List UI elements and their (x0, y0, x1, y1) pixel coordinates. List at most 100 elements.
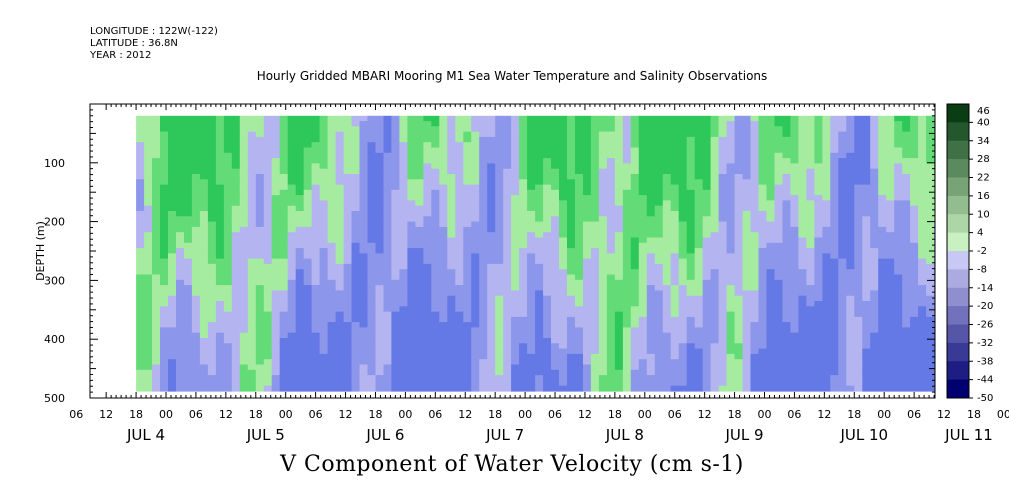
heatmap-cell (742, 322, 752, 328)
heatmap-cell (654, 136, 664, 143)
heatmap-cell (590, 290, 600, 297)
heatmap-cell (878, 359, 887, 366)
heatmap-cell (144, 248, 153, 254)
heatmap-cell (694, 152, 704, 159)
heatmap-cell (886, 131, 895, 138)
heatmap-cell (471, 237, 480, 244)
heatmap-cell (487, 316, 496, 323)
heatmap-cell (191, 269, 201, 276)
heatmap-cell (583, 364, 592, 371)
heatmap-cell (726, 216, 736, 223)
heatmap-cell (567, 338, 576, 344)
heatmap-cell (838, 121, 847, 127)
heatmap-cell (391, 147, 400, 154)
heatmap-cell (694, 279, 704, 286)
heatmap-cell (215, 237, 225, 244)
heatmap-cell (223, 290, 233, 297)
heatmap-cell (479, 263, 488, 270)
heatmap-cell (247, 158, 257, 164)
heatmap-cell (575, 311, 584, 318)
heatmap-cell (279, 258, 289, 265)
heatmap-cell (343, 131, 353, 138)
heatmap-cell (630, 348, 640, 355)
heatmap-cell (168, 211, 177, 217)
heatmap-cell (367, 295, 377, 302)
heatmap-cell (311, 189, 321, 196)
heatmap-cell (263, 126, 273, 133)
heatmap-cell (638, 226, 648, 233)
heatmap-cell (726, 311, 736, 318)
heatmap-cell (670, 343, 680, 350)
heatmap-cell (838, 232, 847, 239)
heatmap-cell (559, 248, 568, 254)
heatmap-cell (598, 200, 608, 207)
heatmap-cell (575, 121, 584, 127)
heatmap-cell (303, 316, 313, 323)
heatmap-cell (303, 200, 313, 207)
heatmap-cell (894, 301, 903, 307)
heatmap-cell (207, 311, 217, 318)
heatmap-cell (423, 274, 432, 281)
heatmap-cell (199, 121, 209, 127)
heatmap-cell (311, 226, 321, 233)
heatmap-cell (359, 274, 369, 281)
heatmap-cell (583, 200, 592, 207)
heatmap-cell (207, 221, 217, 228)
heatmap-cell (231, 205, 241, 212)
heatmap-cell (878, 364, 887, 371)
heatmap-cell (822, 142, 831, 149)
heatmap-cell (790, 232, 799, 239)
heatmap-cell (391, 205, 400, 212)
heatmap-cell (718, 364, 728, 371)
heatmap-cell (255, 168, 265, 175)
heatmap-cell (726, 131, 736, 138)
heatmap-cell (894, 290, 903, 297)
heatmap-cell (383, 189, 393, 196)
heatmap-cell (191, 311, 201, 318)
heatmap-cell (431, 263, 440, 270)
heatmap-cell (191, 142, 201, 149)
heatmap-cell (439, 343, 448, 350)
heatmap-cell (630, 184, 640, 191)
heatmap-cell (455, 311, 464, 318)
heatmap-cell (511, 174, 520, 180)
heatmap-cell (231, 136, 241, 143)
heatmap-cell (383, 168, 393, 175)
heatmap-cell (535, 327, 544, 334)
heatmap-cell (551, 115, 560, 122)
heatmap-cell (742, 279, 752, 286)
heatmap-cell (527, 158, 536, 164)
heatmap-cell (734, 248, 744, 254)
heatmap-cell (511, 189, 520, 196)
heatmap-cell (359, 232, 369, 239)
heatmap-cell (614, 322, 624, 328)
heatmap-cell (583, 126, 592, 133)
heatmap-cell (263, 343, 273, 350)
heatmap-cell (750, 322, 760, 328)
heatmap-cell (575, 195, 584, 201)
heatmap-cell (590, 375, 600, 381)
heatmap-cell (335, 338, 345, 344)
heatmap-cell (152, 142, 161, 149)
heatmap-cell (367, 263, 377, 270)
heatmap-cell (790, 322, 799, 328)
heatmap-cell (415, 131, 424, 138)
heatmap-cell (399, 211, 408, 217)
heatmap-cell (678, 279, 688, 286)
heatmap-cell (782, 126, 792, 133)
heatmap-cell (622, 184, 632, 191)
heatmap-cell (806, 226, 815, 233)
heatmap-cell (239, 290, 249, 297)
heatmap-cell (136, 343, 145, 350)
heatmap-cell (479, 174, 488, 180)
heatmap-cell (606, 295, 616, 302)
heatmap-cell (176, 115, 185, 122)
heatmap-cell (184, 322, 193, 328)
heatmap-cell (551, 189, 560, 196)
heatmap-cell (271, 369, 281, 376)
heatmap-cell (168, 343, 177, 350)
heatmap-cell (471, 248, 480, 254)
heatmap-cell (351, 327, 361, 334)
heatmap-cell (471, 226, 480, 233)
heatmap-cell (734, 184, 744, 191)
